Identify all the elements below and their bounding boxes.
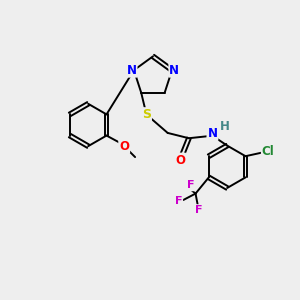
Text: O: O [175,154,185,166]
Text: N: N [127,64,136,77]
Text: S: S [142,108,151,121]
Text: F: F [195,205,202,215]
Text: O: O [119,140,129,153]
Text: H: H [220,120,230,133]
Text: F: F [175,196,182,206]
Text: N: N [169,64,179,77]
Text: Cl: Cl [262,145,274,158]
Text: F: F [187,180,195,190]
Text: N: N [207,127,218,140]
